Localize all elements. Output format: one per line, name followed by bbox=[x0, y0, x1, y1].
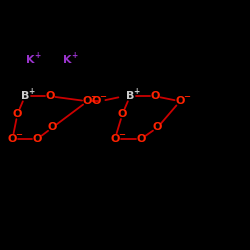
Text: −: − bbox=[15, 130, 22, 139]
Text: O: O bbox=[83, 96, 92, 106]
Text: +: + bbox=[133, 87, 140, 96]
Text: −: − bbox=[118, 130, 125, 139]
Text: O: O bbox=[33, 134, 42, 144]
Text: +: + bbox=[72, 50, 78, 59]
Text: O: O bbox=[175, 96, 185, 106]
Text: O: O bbox=[92, 96, 101, 106]
Text: O: O bbox=[118, 109, 127, 119]
Text: +: + bbox=[28, 87, 34, 96]
Text: K: K bbox=[26, 55, 34, 65]
Text: O: O bbox=[13, 109, 22, 119]
Text: O: O bbox=[48, 122, 57, 132]
Text: −: − bbox=[183, 92, 190, 101]
Text: O: O bbox=[153, 122, 162, 132]
Text: O: O bbox=[8, 134, 17, 144]
Text: +: + bbox=[34, 50, 40, 59]
Text: O: O bbox=[150, 91, 160, 101]
Text: −: − bbox=[99, 92, 106, 101]
Text: K: K bbox=[63, 55, 72, 65]
Text: B: B bbox=[21, 91, 29, 101]
Text: O: O bbox=[45, 91, 55, 101]
Text: −: − bbox=[90, 92, 97, 101]
Text: O: O bbox=[110, 134, 120, 144]
Text: O: O bbox=[136, 134, 146, 144]
Text: B: B bbox=[126, 91, 134, 101]
